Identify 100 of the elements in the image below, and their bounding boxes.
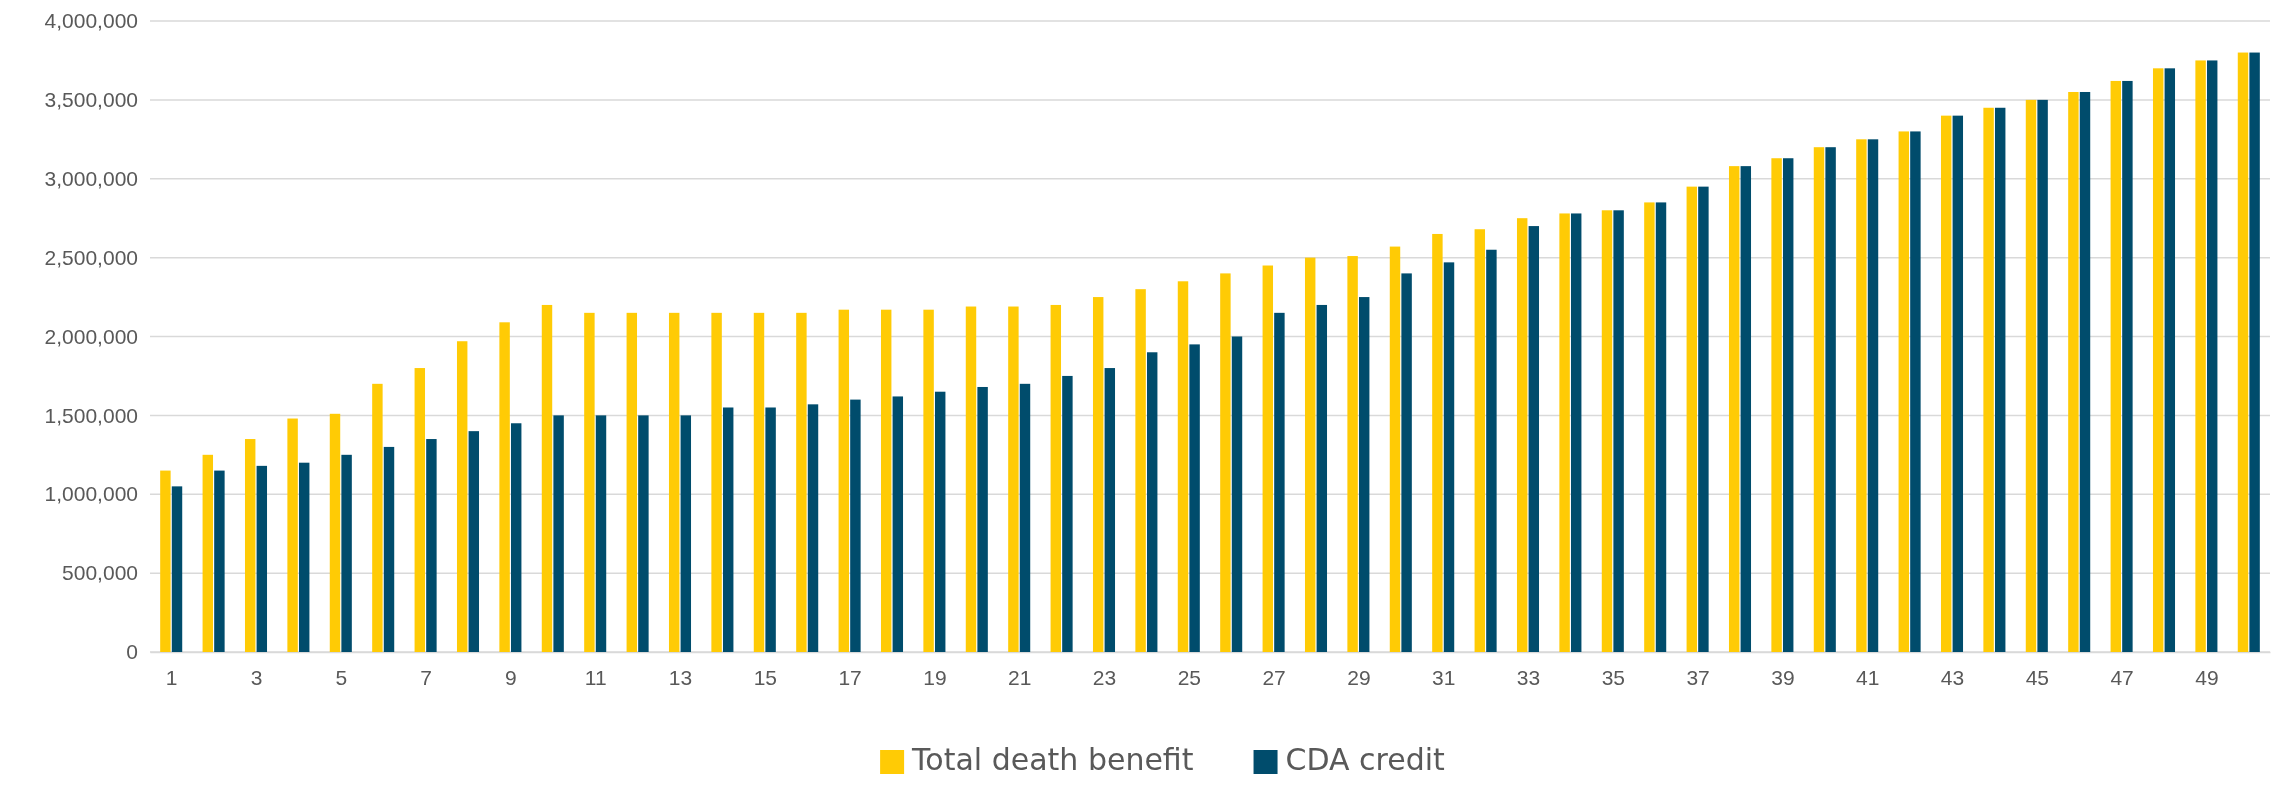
bar [2164, 68, 2176, 652]
bar [923, 309, 934, 652]
bar [1262, 265, 1274, 652]
bar [1062, 375, 1073, 652]
bar [1910, 131, 1921, 652]
bar [468, 431, 480, 652]
bar [1474, 229, 1486, 652]
legend-label: Total death benefit [911, 742, 1194, 777]
bar [2110, 80, 2122, 652]
bar [1856, 139, 1867, 652]
bar [414, 368, 426, 652]
y-tick-label: 3,500,000 [44, 88, 138, 112]
bar [1559, 213, 1570, 652]
bar [1443, 262, 1455, 652]
bar [383, 446, 395, 652]
bar [1358, 297, 1370, 652]
bar [1135, 289, 1146, 652]
bar [1401, 273, 1412, 652]
bar [2249, 52, 2260, 652]
bar [1432, 233, 1443, 652]
bar [510, 423, 522, 652]
bar [1655, 202, 1667, 652]
bar [1316, 304, 1328, 652]
bar [977, 386, 988, 652]
bar [892, 396, 904, 652]
bar [1728, 166, 1740, 652]
x-tick-label: 49 [2195, 665, 2219, 689]
bar [668, 312, 680, 652]
x-tick-label: 7 [420, 665, 432, 689]
bar [1146, 352, 1158, 652]
x-tick-label: 43 [1940, 665, 1965, 689]
bar [1613, 210, 1624, 652]
bar [796, 312, 807, 652]
bar [1104, 368, 1116, 652]
bar [553, 415, 564, 652]
bar [807, 404, 819, 652]
bar [838, 309, 850, 652]
bar [1008, 306, 1019, 652]
bar [2152, 68, 2164, 652]
bar [765, 407, 776, 652]
bar [160, 470, 171, 652]
bar [499, 322, 510, 652]
bar [372, 383, 383, 652]
bar [1825, 147, 1836, 652]
bar [1231, 336, 1243, 652]
bar [256, 465, 268, 652]
x-tick-label: 3 [250, 665, 263, 689]
bar [2037, 99, 2048, 652]
bar [1952, 115, 1964, 652]
bar [584, 312, 595, 652]
x-tick-label: 15 [753, 665, 777, 689]
bar [1347, 256, 1358, 652]
bar [2068, 91, 2079, 652]
bar [1304, 257, 1316, 652]
x-tick-label: 29 [1347, 665, 1371, 689]
bar [287, 418, 298, 652]
y-tick-label: 4,000,000 [44, 9, 138, 33]
bar [595, 415, 607, 652]
bar [1486, 249, 1497, 652]
bar [1528, 226, 1540, 652]
bar [1983, 107, 1994, 652]
x-tick-label: 47 [2110, 665, 2134, 689]
bar [2122, 80, 2133, 652]
bar [753, 312, 765, 652]
bar [1994, 107, 2006, 652]
bar [934, 391, 946, 652]
x-tick-label: 35 [1601, 665, 1625, 689]
bar [456, 341, 468, 652]
bar [541, 304, 553, 652]
bar [2237, 52, 2249, 652]
x-tick-label: 9 [505, 665, 517, 689]
y-tick-label: 3,000,000 [44, 166, 138, 190]
legend-label: CDA credit [1285, 742, 1446, 777]
bar [2195, 60, 2206, 652]
bar [722, 407, 734, 652]
bar [880, 309, 892, 652]
bar [2079, 91, 2091, 652]
x-tick-label: 31 [1432, 665, 1456, 689]
bar [626, 312, 638, 652]
bar [1644, 202, 1655, 652]
bar [1940, 115, 1952, 652]
x-tick-label: 19 [923, 665, 947, 689]
x-tick-label: 41 [1856, 665, 1880, 689]
bar [1698, 186, 1709, 652]
x-tick-label: 21 [1008, 665, 1032, 689]
x-tick-label: 33 [1516, 665, 1541, 689]
bar [1177, 281, 1189, 652]
x-tick-label: 25 [1177, 665, 1201, 689]
bar [1570, 213, 1582, 652]
bar [1220, 273, 1231, 652]
bar [1189, 344, 1200, 652]
bar [965, 306, 977, 652]
bar [244, 439, 256, 652]
bar [1050, 304, 1062, 652]
bar [1771, 158, 1782, 652]
bar [1686, 186, 1698, 652]
bar [2025, 99, 2037, 652]
bar [1516, 218, 1528, 652]
bar [298, 462, 310, 652]
bar [341, 454, 352, 652]
